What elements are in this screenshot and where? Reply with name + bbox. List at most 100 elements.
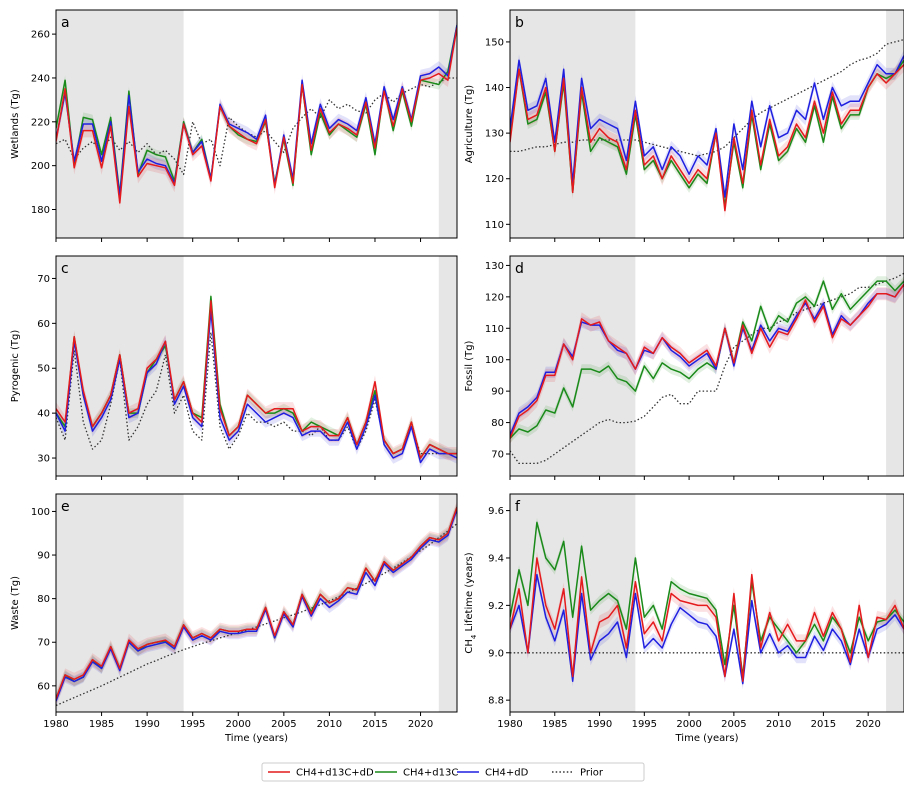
ytick-label-a: 200 — [31, 161, 50, 172]
ytick-label-f: 9.0 — [488, 648, 504, 659]
shade-late-f — [886, 494, 904, 712]
ytick-label-c: 50 — [37, 364, 50, 375]
shade-late-a — [438, 10, 457, 238]
series-b-CH4+d13C+dD — [510, 64, 904, 212]
xtick-label-e: 1995 — [180, 719, 205, 730]
ytick-label-c: 70 — [37, 274, 50, 285]
ytick-label-e: 70 — [37, 638, 50, 649]
axes-frame-d — [509, 255, 904, 477]
series-e-CH4+d13C+dD — [56, 506, 457, 700]
panel-e: 60 70 80 90 100 1980 1985 1990 1995 2000 2005 2010 2… — [10, 493, 458, 744]
ytick-label-e: 60 — [37, 681, 50, 692]
plot-area-e — [56, 494, 457, 712]
ytick-label-f: 9.2 — [488, 601, 504, 612]
xtick-label-f: 2000 — [676, 719, 701, 730]
xtick-label-e: 1990 — [134, 719, 159, 730]
panel-f: 8.8 9.0 9.2 9.4 9.6 1980 1985 1990 1995 2000 2005 2… — [464, 493, 904, 744]
xtick-label-e: 1985 — [89, 719, 114, 730]
ytick-label-d: 90 — [491, 387, 504, 398]
ytick-label-d: 130 — [485, 261, 504, 272]
series-c-CH4+d13C+dD — [56, 300, 457, 459]
ylabel-a: Wetlands (Tg) — [10, 89, 21, 159]
ytick-label-d: 80 — [491, 418, 504, 429]
panel-c: 30 40 50 60 70 c Pyrogenic (Tg) — [10, 255, 458, 480]
band-c-CH4+dD — [56, 304, 457, 469]
xtick-label-f: 1985 — [542, 719, 567, 730]
shade-late-b — [886, 10, 904, 238]
shade-early-c — [56, 256, 184, 476]
shade-early-d — [510, 256, 636, 476]
ylabel-c: Pyrogenic (Tg) — [10, 330, 21, 403]
shade-late-e — [438, 494, 457, 712]
series-c-Prior — [56, 331, 457, 455]
legend-box — [261, 762, 645, 782]
band-f-CH4+dD — [510, 568, 904, 690]
ytick-label-b: 120 — [485, 174, 504, 185]
ytick-label-d: 70 — [491, 450, 504, 461]
xtick-label-f: 2015 — [811, 719, 836, 730]
panel-label-a: a — [61, 15, 70, 31]
plot-area-a — [56, 10, 457, 238]
xtick-label-f: 1990 — [587, 719, 612, 730]
ytick-label-c: 40 — [37, 409, 50, 420]
shade-early-e — [56, 494, 184, 712]
series-b-CH4+dD — [510, 55, 904, 198]
panel-d: 70 80 90 100 110 120 130 d Fossil (Tg) — [464, 255, 904, 480]
xtick-label-e: 2005 — [271, 719, 296, 730]
ytick-label-a: 240 — [31, 73, 50, 84]
xtick-label-f: 1995 — [632, 719, 657, 730]
ytick-label-b: 130 — [485, 129, 504, 140]
series-d-CH4+d13C — [510, 280, 904, 439]
ytick-label-c: 30 — [37, 454, 50, 465]
panel-label-e: e — [61, 499, 70, 515]
series-f-CH4+d13C+dD — [510, 557, 904, 682]
ytick-label-e: 90 — [37, 551, 50, 562]
ytick-label-f: 9.4 — [488, 553, 504, 564]
axes-frame-e — [55, 493, 458, 713]
band-a-CH4+d13C+dD — [56, 20, 457, 210]
ytick-label-c: 60 — [37, 319, 50, 330]
panel-label-c: c — [61, 261, 69, 277]
axes-frame-b — [509, 9, 904, 239]
ytick-label-f: 8.8 — [488, 696, 504, 707]
plot-area-b — [510, 10, 904, 238]
plot-area-d — [510, 256, 904, 476]
panel-label-f: f — [515, 499, 521, 515]
xtick-label-f: 1980 — [497, 719, 522, 730]
ytick-label-a: 180 — [31, 205, 50, 216]
ylabel-f: CH4 Lifetime (years) — [464, 552, 478, 653]
panel-b: 110 120 130 140 150 b Agriculture (Tg) — [464, 9, 904, 242]
ytick-label-d: 120 — [485, 292, 504, 303]
band-d-CH4+d13C — [510, 276, 904, 444]
axes-frame-a — [55, 9, 458, 239]
ytick-label-e: 100 — [31, 507, 50, 518]
plot-area-f — [510, 494, 904, 712]
xtick-label-e: 2010 — [317, 719, 342, 730]
series-d-CH4+d13C+dD — [510, 283, 904, 439]
legend: CH4+d13C+dD CH4+d13C CH4+dD Prior — [261, 762, 645, 782]
panel-label-d: d — [515, 261, 524, 277]
shade-early-b — [510, 10, 636, 238]
series-a-CH4+dD — [56, 25, 457, 198]
plot-area-c — [56, 256, 457, 476]
xtick-label-e: 2015 — [362, 719, 387, 730]
xtick-label-f: 2005 — [721, 719, 746, 730]
ytick-label-d: 100 — [485, 355, 504, 366]
legend-label-CH4+d13C: CH4+d13C — [403, 768, 458, 779]
xtick-label-e: 1980 — [43, 719, 68, 730]
series-f-CH4+dD — [510, 573, 904, 685]
legend-label-CH4+dD: CH4+dD — [485, 768, 529, 779]
xtick-label-f: 2020 — [855, 719, 880, 730]
ytick-label-b: 110 — [485, 220, 504, 231]
xlabel-f: Time (years) — [675, 733, 739, 744]
series-a-CH4+d13C+dD — [56, 27, 457, 204]
ylabel-b: Agriculture (Tg) — [464, 85, 475, 164]
xtick-label-e: 2000 — [226, 719, 251, 730]
xtick-label-e: 2020 — [408, 719, 433, 730]
ytick-label-e: 80 — [37, 594, 50, 605]
ytick-label-d: 110 — [485, 324, 504, 335]
axes-frame-c — [55, 255, 458, 477]
legend-label-Prior: Prior — [580, 768, 604, 779]
shade-late-d — [886, 256, 904, 476]
